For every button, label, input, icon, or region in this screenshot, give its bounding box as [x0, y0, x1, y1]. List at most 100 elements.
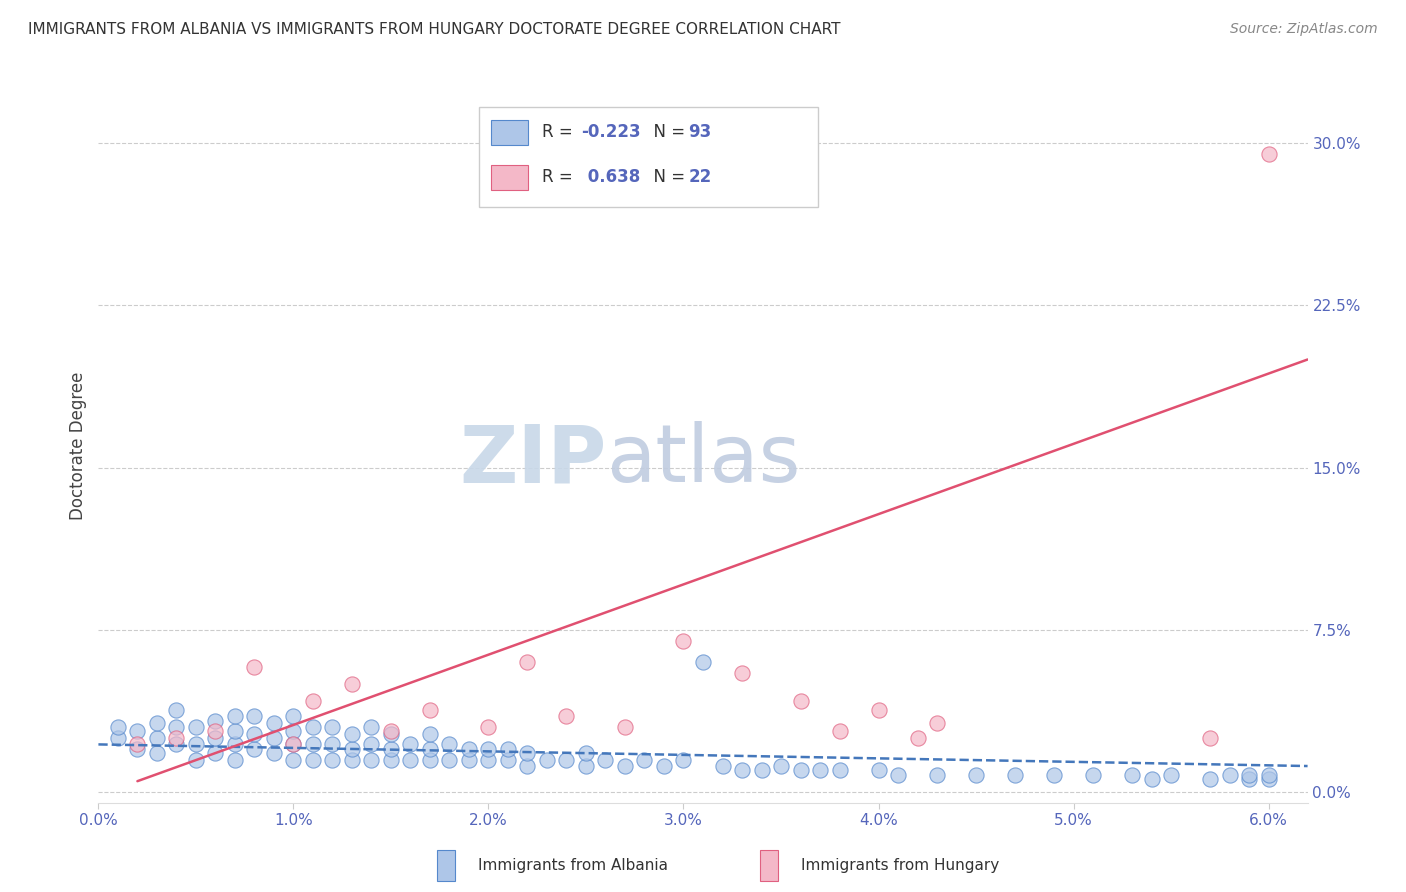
Point [340, 741, 363, 756]
Point [380, 741, 402, 756]
Point [1160, 767, 1182, 781]
Point [419, 703, 441, 717]
Point [165, 731, 187, 745]
Text: 0.638: 0.638 [582, 169, 640, 186]
Point [536, 753, 558, 767]
Point [204, 724, 226, 739]
Text: R =: R = [543, 169, 578, 186]
Point [887, 767, 910, 781]
Point [1199, 731, 1222, 745]
Point [380, 724, 402, 739]
Point [1257, 767, 1279, 781]
Point [321, 753, 343, 767]
Point [555, 709, 578, 723]
Point [575, 746, 598, 760]
Point [302, 738, 325, 752]
Point [380, 753, 402, 767]
Point [477, 741, 499, 756]
Point [1199, 772, 1222, 786]
Point [184, 720, 207, 734]
Point [614, 759, 637, 773]
Point [439, 753, 461, 767]
Point [925, 767, 948, 781]
Point [127, 724, 149, 739]
Point [302, 753, 325, 767]
Point [204, 714, 226, 728]
Point [731, 764, 754, 778]
Point [263, 746, 285, 760]
Point [751, 764, 773, 778]
Point [243, 726, 266, 740]
Point [516, 655, 538, 669]
Point [1257, 772, 1279, 786]
Point [283, 724, 305, 739]
Text: N =: N = [644, 123, 690, 141]
Point [360, 753, 382, 767]
Point [769, 759, 792, 773]
Point [458, 753, 481, 767]
Text: IMMIGRANTS FROM ALBANIA VS IMMIGRANTS FROM HUNGARY DOCTORATE DEGREE CORRELATION : IMMIGRANTS FROM ALBANIA VS IMMIGRANTS FR… [28, 22, 841, 37]
Point [146, 715, 169, 730]
Point [828, 724, 851, 739]
Point [263, 715, 285, 730]
Point [439, 738, 461, 752]
Point [107, 731, 129, 745]
Text: atlas: atlas [606, 421, 800, 500]
Point [283, 709, 305, 723]
Point [302, 720, 325, 734]
Point [165, 720, 187, 734]
Point [224, 709, 246, 723]
Point [419, 726, 441, 740]
Point [1140, 772, 1163, 786]
Text: Source: ZipAtlas.com: Source: ZipAtlas.com [1230, 22, 1378, 37]
Point [165, 703, 187, 717]
Point [321, 720, 343, 734]
Point [516, 759, 538, 773]
Point [575, 759, 598, 773]
Text: 22: 22 [689, 169, 711, 186]
Point [458, 741, 481, 756]
Point [789, 764, 811, 778]
Point [340, 677, 363, 691]
Point [243, 709, 266, 723]
Point [555, 753, 578, 767]
Point [283, 738, 305, 752]
Point [477, 753, 499, 767]
Point [672, 753, 695, 767]
Point [808, 764, 831, 778]
Point [1121, 767, 1143, 781]
Point [868, 703, 890, 717]
Point [496, 753, 519, 767]
Point [1237, 767, 1260, 781]
Point [907, 731, 929, 745]
Point [1257, 147, 1279, 161]
Point [419, 753, 441, 767]
Point [283, 738, 305, 752]
Point [692, 655, 714, 669]
Point [419, 741, 441, 756]
Point [224, 724, 246, 739]
Text: Immigrants from Hungary: Immigrants from Hungary [801, 858, 1000, 872]
Point [1043, 767, 1066, 781]
Point [283, 753, 305, 767]
Y-axis label: Doctorate Degree: Doctorate Degree [69, 372, 87, 520]
Point [399, 753, 422, 767]
Text: Immigrants from Albania: Immigrants from Albania [478, 858, 668, 872]
Point [243, 741, 266, 756]
Point [731, 666, 754, 681]
Text: -0.223: -0.223 [582, 123, 641, 141]
Point [302, 694, 325, 708]
Point [828, 764, 851, 778]
Point [321, 738, 343, 752]
Point [243, 659, 266, 673]
Point [360, 738, 382, 752]
Point [146, 746, 169, 760]
Point [340, 726, 363, 740]
Point [711, 759, 734, 773]
Point [127, 738, 149, 752]
Point [1004, 767, 1026, 781]
Point [380, 726, 402, 740]
Point [146, 731, 169, 745]
Point [1081, 767, 1104, 781]
Text: 93: 93 [689, 123, 711, 141]
